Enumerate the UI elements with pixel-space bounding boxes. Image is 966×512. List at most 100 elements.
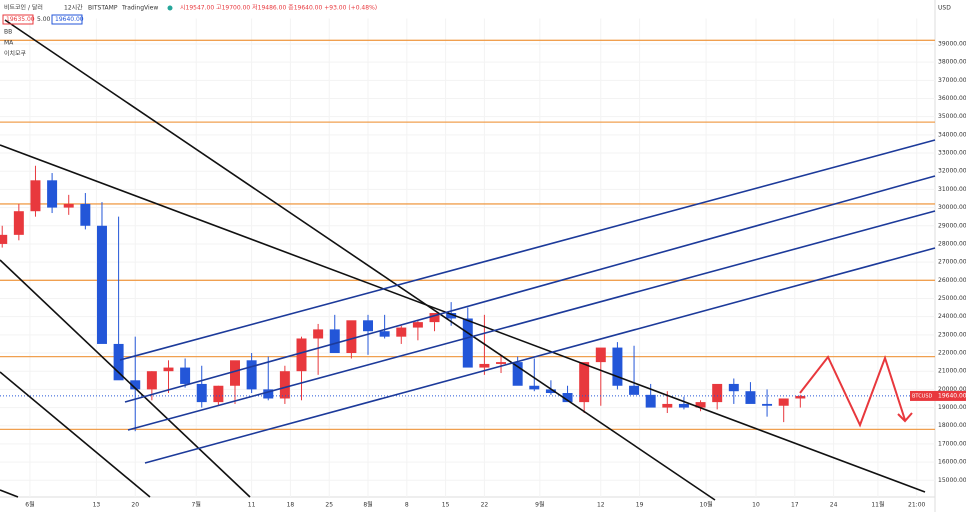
y-tick-label: 28000.00 (938, 240, 966, 247)
channel-line (127, 210, 936, 431)
indicator: MA (4, 40, 14, 47)
candle-body (496, 362, 507, 364)
y-tick-label: 31000.00 (938, 186, 966, 193)
candle-body (662, 403, 673, 408)
x-tick-label: 17 (791, 502, 799, 509)
indicator: BB (4, 29, 12, 36)
y-tick-label: 35000.00 (938, 113, 966, 120)
x-tick-label: 8월 (363, 501, 372, 509)
candle-body (130, 380, 141, 390)
candle-body (595, 347, 606, 363)
header: 비트코인 / 달러 12시간 BITSTAMP TradingView 시195… (2, 4, 951, 58)
x-tick-label: 7월 (192, 501, 201, 509)
candle-body (728, 383, 739, 392)
y-tick-label: 26000.00 (938, 277, 966, 284)
x-tick-label: 11월 (871, 501, 884, 509)
candle-body (462, 318, 473, 368)
y-tick-label: 34000.00 (938, 131, 966, 138)
spread: 5.00 (37, 16, 51, 23)
y-tick-label: 37000.00 (938, 77, 966, 84)
x-tick-label: 18 (287, 502, 295, 509)
x-tick-label: 10 (752, 502, 760, 509)
candle-body (396, 327, 407, 337)
channel-line (124, 175, 936, 403)
candle-body (629, 385, 640, 395)
y-tick-label: 33000.00 (938, 150, 966, 157)
candle-body (346, 320, 357, 354)
candle-body (363, 320, 374, 332)
x-tick-label: 24 (830, 502, 838, 509)
y-tick-label: 19000.00 (938, 404, 966, 411)
x-tick-label: 25 (325, 502, 333, 509)
y-tick-label: 15000.00 (938, 477, 966, 484)
candle-body (612, 347, 623, 386)
currency: USD (938, 5, 951, 12)
exchange: BITSTAMP (88, 5, 118, 12)
y-tick-label: 27000.00 (938, 259, 966, 266)
y-tick-label: 23000.00 (938, 331, 966, 338)
plot-area (0, 18, 935, 497)
x-tick-label: 19 (636, 502, 644, 509)
projection-zigzag (799, 354, 906, 428)
candle-body (329, 329, 340, 354)
trend-line (0, 489, 19, 498)
last-price-label: 19640.00 (938, 392, 966, 399)
x-tick-label: 15 (442, 502, 450, 509)
candle-body (479, 363, 490, 368)
candle-body (146, 371, 157, 390)
x-tick-label: 8 (405, 502, 409, 509)
y-tick-label: 36000.00 (938, 95, 966, 102)
y-tick-label: 32000.00 (938, 168, 966, 175)
candle-body (180, 367, 191, 384)
candle-body (213, 385, 224, 403)
candle-body (0, 234, 8, 244)
y-tick-label: 25000.00 (938, 295, 966, 302)
candle-body (279, 371, 290, 399)
symbol: 비트코인 / 달러 (4, 4, 43, 12)
candle-body (429, 313, 440, 323)
trend-line (0, 144, 926, 493)
ohlc: 시19547.00 고19700.00 저19486.00 종19640.00 … (180, 4, 377, 12)
drawings (0, 19, 936, 501)
trend-line (0, 371, 151, 498)
candle-body (529, 385, 540, 390)
ticker: BTCUSD (912, 393, 933, 399)
channel-line (144, 247, 936, 464)
candle-body (795, 395, 806, 399)
candle-body (712, 383, 723, 403)
candle-body (778, 398, 789, 406)
status-dot (167, 5, 173, 11)
y-tick-label: 39000.00 (938, 40, 966, 47)
bid: 19635.00 (6, 16, 35, 23)
candle-body (96, 225, 107, 344)
y-tick-label: 18000.00 (938, 422, 966, 429)
candle-body (47, 180, 58, 208)
ask-box (51, 14, 83, 25)
y-tick-label: 16000.00 (938, 459, 966, 466)
channel-line (119, 139, 936, 361)
candle-body (263, 389, 274, 399)
candle-body (113, 343, 124, 381)
y-tick-label: 20000.00 (938, 386, 966, 393)
last-price-box (936, 390, 966, 401)
x-tick-label: 6월 (25, 501, 34, 509)
y-tick-label: 29000.00 (938, 222, 966, 229)
x-tick-label: 11 (248, 502, 256, 509)
trend-line (4, 19, 716, 501)
ask: 19640.00 (55, 16, 84, 23)
source: TradingView (121, 5, 158, 12)
candle-body (645, 394, 656, 408)
candle-body (196, 383, 207, 403)
y-tick-label: 22000.00 (938, 350, 966, 357)
y-tick-label: 24000.00 (938, 313, 966, 320)
candle-body (313, 329, 324, 339)
candle-body (762, 403, 773, 406)
trend-line (0, 259, 251, 498)
x-tick-label: 10월 (700, 501, 713, 509)
x-tick-label: 20 (131, 502, 139, 509)
x-tick-label: 22 (481, 502, 489, 509)
candle-body (379, 331, 390, 337)
candle-body (80, 203, 91, 226)
candle-body (296, 338, 307, 372)
